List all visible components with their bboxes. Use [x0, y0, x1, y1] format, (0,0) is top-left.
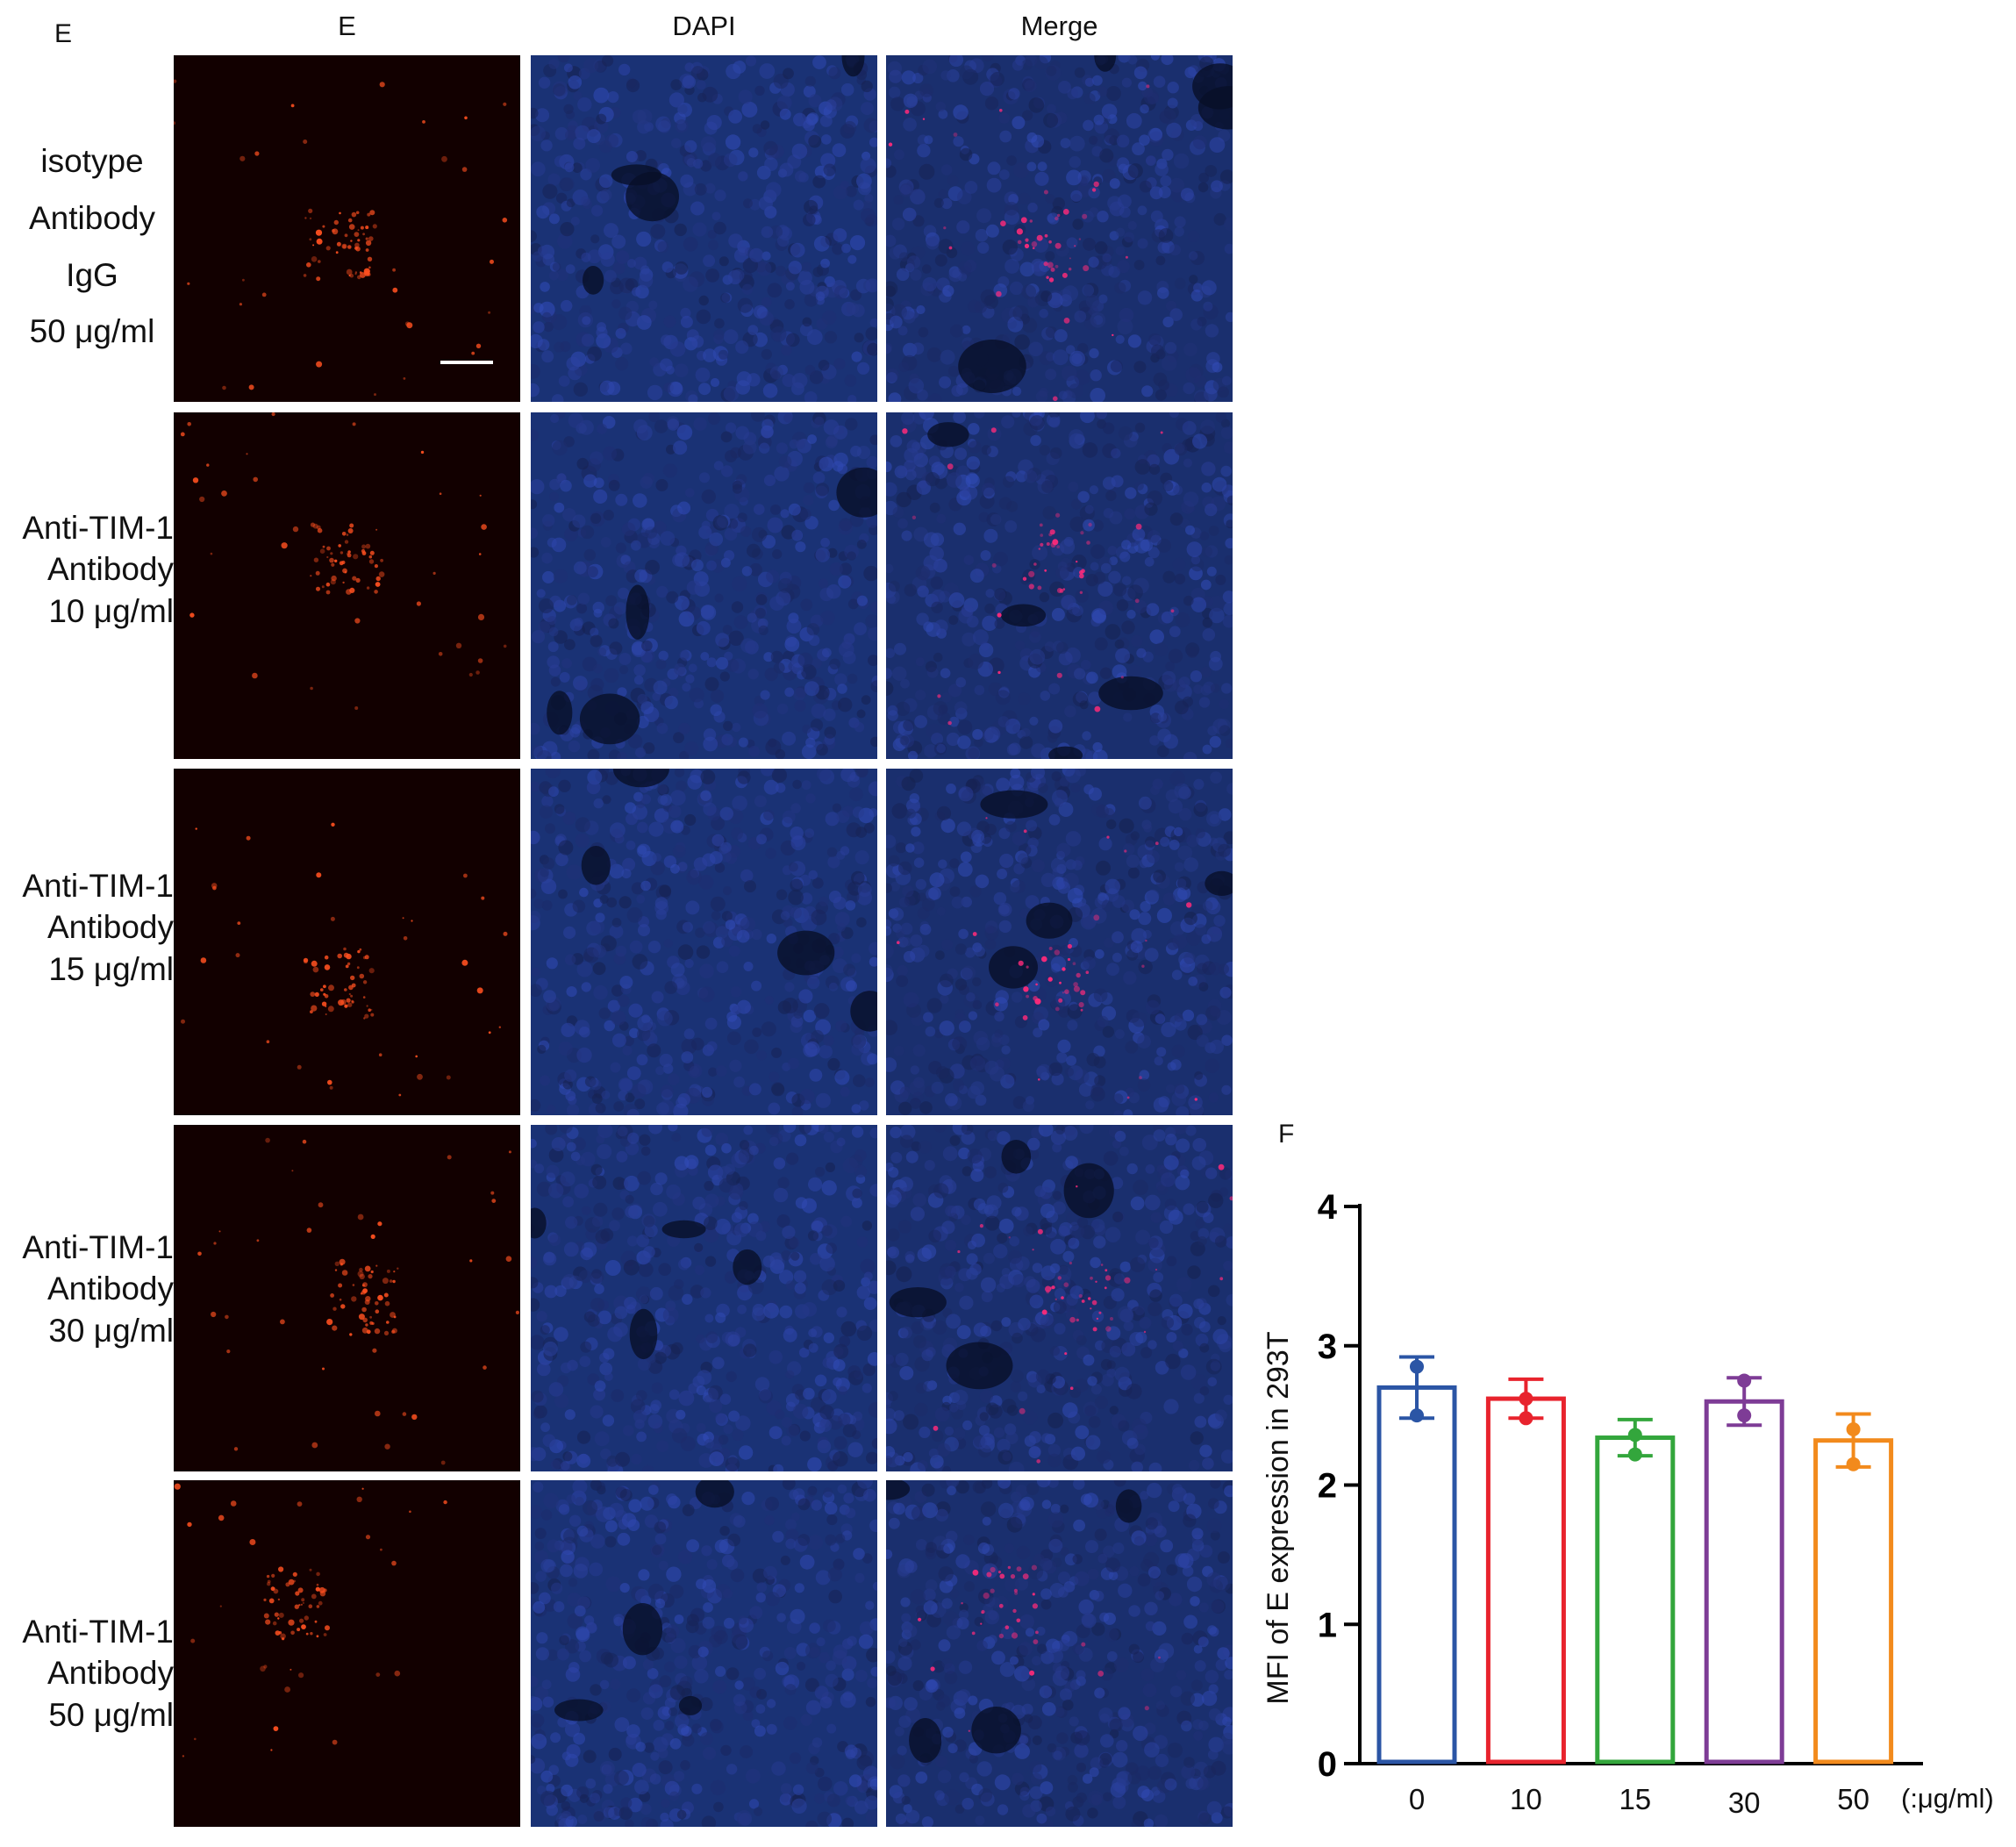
micrograph-e-row3 [174, 769, 520, 1115]
row-label-line: 15 μg/ml [48, 950, 174, 987]
data-point [1519, 1392, 1533, 1407]
micrograph-e-row2 [174, 412, 520, 759]
data-point [1846, 1422, 1861, 1436]
row-label-line: Anti-TIM-1 [22, 868, 174, 904]
row-label-line: Antibody [47, 1655, 174, 1692]
micrograph-merge-row3 [886, 769, 1233, 1115]
x-tick-label: 15 [1619, 1783, 1651, 1815]
row-label-isotype: isotype Antibody IgG 50 μg/ml [0, 133, 184, 361]
x-tick-label: 0 [1409, 1783, 1425, 1815]
x-tick-label: 30 [1728, 1786, 1761, 1819]
bar-15 [1595, 1435, 1676, 1765]
x-tick-label: 10 [1510, 1783, 1542, 1815]
panel-label-e: E [54, 19, 73, 48]
data-point [1627, 1428, 1642, 1443]
data-point [1410, 1408, 1424, 1423]
data-point [1410, 1359, 1424, 1374]
row-label-line: Antibody [47, 909, 174, 946]
row-label-line: Anti-TIM-1 [22, 1614, 174, 1650]
row-label-line: Antibody [47, 551, 174, 588]
bar-0 [1376, 1385, 1457, 1765]
row-label-line: 50 μg/ml [29, 313, 155, 350]
data-point [1737, 1373, 1752, 1388]
micrograph-dapi-row3 [531, 769, 877, 1115]
column-header-dapi: DAPI [672, 11, 736, 41]
y-axis-label: MFI of E expression in 293T [1262, 1331, 1295, 1704]
row-label-line: Anti-TIM-1 [22, 1229, 174, 1265]
scale-bar [440, 361, 493, 364]
chart-axes: 0 1 2 3 4 [1318, 1188, 1923, 1784]
bar-50 [1813, 1438, 1894, 1765]
row-label-30: Anti-TIM-1 Antibody 30 μg/ml [0, 1227, 174, 1351]
micrograph-dapi-row2 [531, 412, 877, 759]
data-point [1519, 1411, 1533, 1426]
micrograph-e-row4 [174, 1125, 520, 1471]
micrograph-dapi-row5 [531, 1480, 877, 1827]
y-tick-label: 3 [1318, 1328, 1337, 1366]
x-unit-label: (:μg/ml) [1901, 1783, 1994, 1814]
data-point [1737, 1408, 1752, 1423]
micrograph-merge-row1 [886, 55, 1233, 402]
row-label-line: isotype [40, 143, 144, 179]
column-header-e: E [338, 11, 356, 41]
y-tick-label: 0 [1318, 1745, 1337, 1784]
micrograph-e-row5 [174, 1480, 520, 1827]
bar-30 [1704, 1399, 1784, 1765]
row-label-line: 30 μg/ml [48, 1312, 174, 1349]
bar-chart: MFI of E expression in 293T (:μg/ml) 0 1 2… [1262, 1188, 1994, 1819]
row-label-line: 10 μg/ml [48, 592, 174, 629]
data-point [1846, 1457, 1861, 1471]
row-label-50: Anti-TIM-1 Antibody 50 μg/ml [0, 1611, 174, 1736]
micrograph-e-row1 [174, 55, 520, 402]
chart-bars: 0 10 15 30 50 [1376, 1355, 1894, 1819]
row-label-line: Antibody [29, 199, 155, 236]
y-tick-label: 2 [1318, 1467, 1337, 1506]
panel-label-f: F [1278, 1120, 1295, 1149]
row-label-10: Anti-TIM-1 Antibody 10 μg/ml [0, 507, 174, 632]
bar-10 [1485, 1396, 1566, 1765]
row-label-line: 50 μg/ml [48, 1696, 174, 1733]
y-tick-label: 1 [1318, 1606, 1337, 1644]
micrograph-merge-row2 [886, 412, 1233, 759]
row-label-line: Anti-TIM-1 [22, 510, 174, 546]
y-tick-label: 4 [1318, 1188, 1338, 1227]
micrograph-merge-row5 [886, 1480, 1233, 1827]
row-label-line: IgG [66, 256, 118, 293]
micrograph-dapi-row4 [531, 1125, 877, 1471]
data-point [1627, 1447, 1642, 1462]
row-label-line: Antibody [47, 1271, 174, 1307]
micrograph-merge-row4 [886, 1125, 1233, 1471]
row-label-15: Anti-TIM-1 Antibody 15 μg/ml [0, 865, 174, 990]
column-header-merge: Merge [1020, 11, 1098, 41]
micrograph-dapi-row1 [531, 55, 877, 402]
x-tick-label: 50 [1837, 1783, 1869, 1815]
